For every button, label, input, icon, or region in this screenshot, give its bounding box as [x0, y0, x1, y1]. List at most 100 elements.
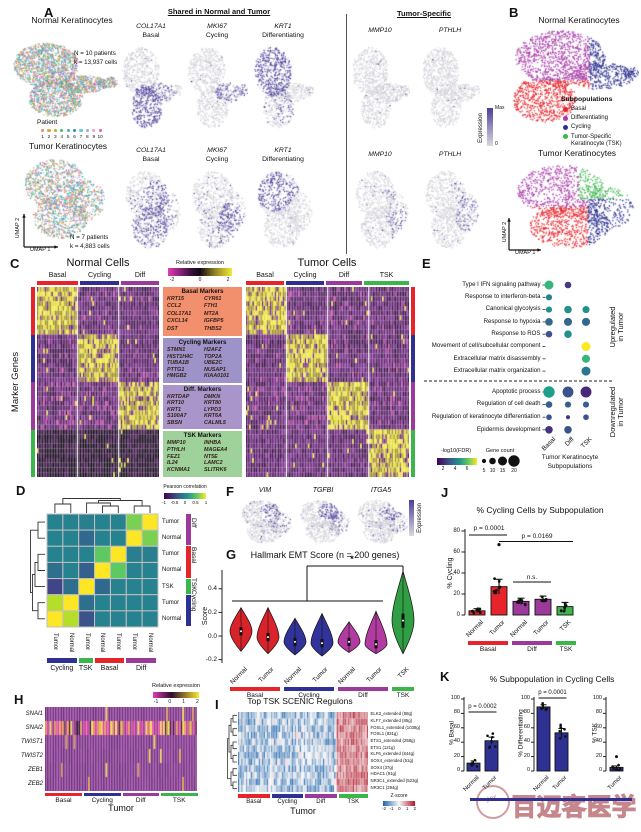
- legend-label-Tumor-Specific: Tumor-Specific: [571, 133, 612, 140]
- legend-label-Cycling: Cycling: [571, 124, 591, 131]
- d-row-group-label-Basal-text: Basal: [190, 547, 197, 564]
- watermark-text: 百迈客医学: [511, 793, 637, 821]
- i-zscore-tick--1: -1: [389, 806, 394, 811]
- marker-gene: CXCL14: [167, 318, 188, 325]
- marker-gene: COL17A1: [167, 310, 192, 317]
- k-ylabel-2: % TSK: [591, 722, 599, 744]
- j-xtick-1-text: Tumor: [488, 619, 507, 638]
- j-group-label-TSK: TSK: [559, 645, 573, 653]
- feature-subpop-normal-MKI67: Cycling: [205, 32, 229, 39]
- d-col-label-1-text: Normal: [67, 633, 74, 653]
- marker-gene: MMP10: [167, 440, 186, 446]
- g-xtick-5-text: Tumor: [365, 666, 384, 685]
- j-group-label-Basal: Basal: [479, 645, 497, 653]
- g-xtick-0-text: Normal: [229, 666, 249, 686]
- d-col-label-0-text: Tumor: [51, 633, 58, 651]
- fdr-tick-4: 4: [453, 466, 457, 472]
- marker-box-title-0: Basal Markers: [181, 287, 224, 295]
- i-zscore-tick-2: 2: [413, 806, 417, 811]
- j-group-bar-TSK: [556, 641, 576, 645]
- pearson-correlation-label: Pearson correlation: [163, 484, 207, 490]
- k2-ytick-20: 20: [595, 752, 602, 759]
- subpopulations-legend-title: Subpopulations: [561, 96, 613, 103]
- panel-b-tumor-title: Tumor Keratinocytes: [537, 148, 617, 158]
- heatmap-normal-markers: [37, 287, 159, 477]
- relative-expression-label-c: Relative expression: [176, 260, 224, 266]
- umap1-axis-label: UMAP 1: [30, 247, 51, 253]
- g-significance-star: *: [350, 554, 354, 564]
- feature-subpop-tumor-KRT1: Differentiating: [262, 156, 304, 163]
- umap-tumor-subpopulations: [505, 158, 638, 254]
- patient-number-10: 10: [97, 135, 103, 140]
- marker-gene: KCNMA1: [167, 467, 191, 474]
- featureplot-tumor-krt1: [252, 164, 314, 254]
- i-regulon-3: FOSL1 (831g): [370, 731, 398, 737]
- marker-gene: CCL2: [167, 303, 182, 310]
- d-col-group-label-Basal: Basal: [100, 665, 119, 672]
- patient-dot-9: [92, 129, 96, 133]
- marker-gene: UBE2C: [204, 360, 223, 367]
- patient-dot-4: [60, 129, 64, 133]
- marker-gene: NUSAP1: [204, 366, 226, 373]
- d-row-label-1: Normal: [162, 535, 182, 542]
- d-col-label-4-text: Tumor: [115, 633, 122, 651]
- feature-subpop-normal-COL17A1: Basal: [142, 32, 160, 39]
- i-col-bar-TSK: [338, 794, 368, 798]
- marker-gene: KRT10: [167, 400, 184, 407]
- marker-gene: FEZ1: [167, 453, 181, 460]
- patient-dot-7: [79, 129, 83, 133]
- featureplot-normal-krt1: [252, 42, 314, 138]
- patient-dot-8: [85, 129, 89, 133]
- marker-box-3: [163, 431, 242, 477]
- i-zscore-tick--2: -2: [381, 806, 387, 811]
- pearson-tick-1: 1: [204, 500, 208, 505]
- featureplot-tumor-mmp10: [350, 164, 410, 254]
- c-normal-colbar-Diff: [121, 281, 159, 285]
- panel-g-label: G: [226, 547, 237, 562]
- feature-subpop-normal-KRT1: Differentiating: [262, 32, 304, 39]
- k2-ytick-100: 100: [592, 695, 602, 701]
- k-pvalue-1: p = 0.0001: [538, 690, 567, 696]
- pearson-colorbar: [164, 493, 206, 499]
- marker-gene: KRT6A: [204, 413, 222, 420]
- marker-gene: SLITRK6: [204, 467, 227, 474]
- expression-colorbar-label-f: Expression: [416, 503, 423, 533]
- d-row-label-3: Normal: [162, 567, 182, 574]
- heatmap-tumor-markers: [246, 287, 409, 477]
- patient-number-2: 2: [47, 135, 51, 140]
- i-regulon-10: NR3C1_extended (523g): [370, 778, 419, 783]
- marker-box-2: [163, 385, 242, 429]
- d-row-group-bar-TSK: [186, 578, 191, 594]
- c-tumor-colbar-TSK: [364, 281, 409, 285]
- feature-gene-normal-COL17A1: COL17A1: [136, 23, 166, 30]
- patient-dot-6: [73, 129, 77, 133]
- k-ylabel-0: % Basal: [448, 721, 456, 745]
- marker-gene: CALML5: [204, 419, 226, 426]
- i-col-label-Diff: Diff: [316, 798, 326, 805]
- legend-dot-Cycling: [563, 124, 568, 130]
- d-row-label-4: TSK: [162, 583, 174, 590]
- j-xtick-2-text: Normal: [509, 619, 529, 639]
- zscore-label: Z-score: [390, 793, 408, 799]
- g-xtick-2-text: Normal: [283, 666, 303, 686]
- g-xtick-1-text: Tumor: [257, 666, 276, 685]
- d-row-group-label-Cycling-text: Cycling: [190, 589, 197, 612]
- i-regulon-7: SOX4_extended (51g): [370, 757, 414, 763]
- marker-gene: H2AFZ: [204, 347, 222, 353]
- k1-ytick-0: 0: [526, 767, 530, 773]
- d-row-label-2: Tumor: [162, 551, 180, 558]
- panel-a-tumor-k: k = 4,883 cells: [70, 243, 110, 250]
- panel-b-label: B: [509, 5, 519, 20]
- panel-a-tumor-title: Tumor Keratinocytes: [28, 141, 108, 151]
- k0-ytick-20: 20: [453, 752, 460, 759]
- g-group-label-TSK: TSK: [396, 691, 410, 699]
- h-col-bar-TSK: [161, 792, 198, 796]
- e-pathway-label-1: Response to interferon-beta: [464, 293, 541, 301]
- h-col-bar-Basal: [45, 792, 82, 796]
- feature-subpop-tumor-COL17A1: Basal: [142, 156, 160, 163]
- d-col-label-2-text: Tumor: [83, 633, 90, 651]
- featureplot-vim: [236, 496, 294, 546]
- featureplot-normal-mmp10: [350, 42, 410, 138]
- e-pathway-label-10: Regulation of keratinocyte differentiati…: [431, 413, 541, 420]
